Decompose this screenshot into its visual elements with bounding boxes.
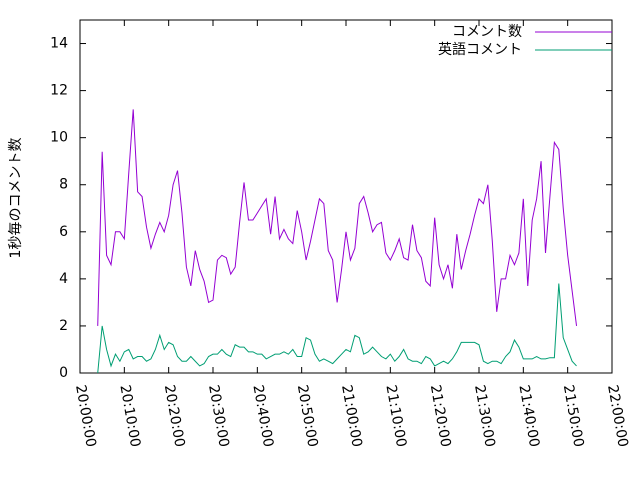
- y-tick-label: 2: [59, 318, 68, 334]
- x-tick-label: 20:30:00: [205, 384, 232, 449]
- x-tick-label: 21:20:00: [427, 384, 454, 449]
- legend-label: 英語コメント: [438, 41, 522, 58]
- x-tick-label: 21:10:00: [382, 384, 409, 449]
- y-tick-label: 12: [50, 83, 68, 99]
- x-tick-label: 20:20:00: [161, 384, 188, 449]
- x-tick-label: 20:50:00: [294, 384, 321, 449]
- series-line: [97, 283, 577, 374]
- y-tick-label: 10: [50, 130, 68, 146]
- x-tick-label: 20:10:00: [116, 384, 143, 449]
- x-tick-label: 22:00:00: [604, 384, 631, 449]
- legend-label: コメント数: [452, 24, 522, 40]
- y-axis-label: 1秒毎のコメント数: [8, 138, 24, 259]
- x-tick-label: 20:40:00: [249, 384, 276, 449]
- x-tick-label: 21:30:00: [471, 384, 498, 449]
- x-tick-label: 21:00:00: [338, 384, 365, 449]
- y-tick-label: 4: [59, 271, 68, 287]
- y-tick-label: 14: [50, 36, 68, 52]
- plot-frame: [79, 19, 613, 374]
- y-tick-label: 0: [59, 365, 68, 381]
- x-tick-label: 21:40:00: [515, 384, 542, 449]
- y-tick-label: 6: [59, 224, 68, 240]
- series-line: [97, 109, 578, 326]
- x-tick-label: 21:50:00: [560, 384, 587, 449]
- y-tick-label: 8: [59, 177, 68, 193]
- x-tick-label: 20:00:00: [72, 384, 99, 449]
